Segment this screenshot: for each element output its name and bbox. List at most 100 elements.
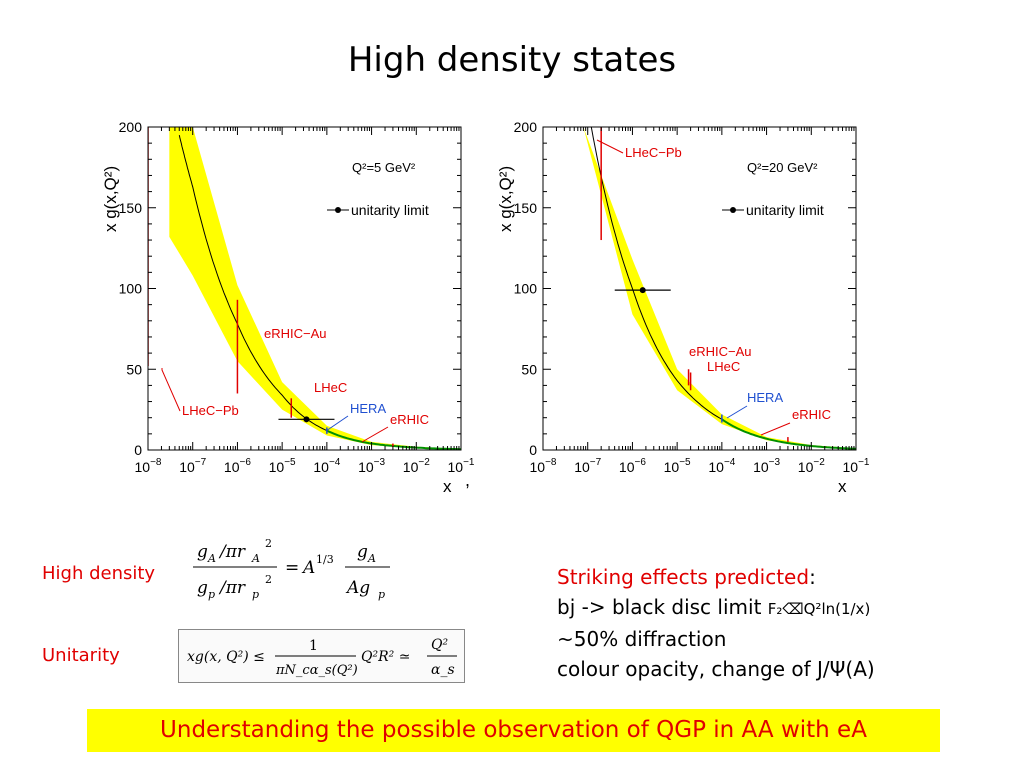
- prediction-line-3: colour opacity, change of J/Ψ(A): [557, 657, 875, 681]
- un-den2: α_s: [431, 662, 455, 678]
- predictions-heading-line: Striking effects predicted:: [557, 562, 875, 592]
- x-tick-label: 10−3: [358, 457, 385, 475]
- unitarity-label: Unitarity: [42, 645, 120, 666]
- y-tick-label: 50: [126, 361, 142, 377]
- prediction-line-2: ~50% diffraction: [557, 627, 727, 651]
- x-tick-label: 10−4: [313, 457, 340, 475]
- fa-piRp: /πr: [218, 578, 246, 598]
- y-tick-label: 0: [134, 442, 142, 458]
- x-tick-base: 10: [269, 459, 285, 475]
- experiment-label: eRHIC−Au: [689, 344, 752, 359]
- un-den: πN_cα_s(Q²): [275, 663, 358, 678]
- x-tick-exp: −2: [418, 457, 430, 468]
- un-mid: Q²R² ≃: [361, 649, 410, 665]
- x-tick-base: 10: [313, 459, 329, 475]
- experiment-label: LHeC−Pb: [182, 403, 239, 418]
- y-tick-label: 50: [521, 361, 537, 377]
- fa-piRp-sub: p: [252, 588, 259, 601]
- fa-sq2: 2: [265, 573, 272, 586]
- x-tick-exp: −8: [545, 457, 557, 468]
- x-tick-label: 10−1: [843, 457, 870, 475]
- x-tick-base: 10: [619, 459, 635, 475]
- experiment-label: HERA: [350, 401, 386, 416]
- x-tick-exp: −1: [858, 457, 870, 468]
- fa-gp-sub: p: [208, 588, 215, 601]
- x-tick-base: 10: [574, 459, 590, 475]
- legend-label: unitarity limit: [746, 202, 824, 218]
- q2-annotation: Q²=20 GeV²: [747, 160, 818, 175]
- y-tick-label: 200: [514, 119, 538, 135]
- y-tick-label: 100: [514, 281, 538, 297]
- q2-annotation: Q²=5 GeV²: [352, 160, 416, 175]
- stray-comma: ,: [465, 470, 471, 490]
- un-lhs: xg(x, Q²) ≤: [187, 649, 265, 665]
- x-tick-base: 10: [753, 459, 769, 475]
- x-tick-base: 10: [179, 459, 195, 475]
- y-tick-label: 200: [119, 119, 143, 135]
- experiment-label: LHeC−Pb: [625, 145, 682, 160]
- x-tick-exp: −3: [374, 457, 386, 468]
- fa-den2-sub: p: [378, 588, 385, 601]
- x-tick-label: 10−3: [753, 457, 780, 475]
- y-tick-label: 150: [514, 200, 538, 216]
- hera-range-curve: [721, 418, 856, 450]
- x-tick-base: 10: [530, 459, 546, 475]
- x-tick-label: 10−6: [224, 457, 251, 475]
- fa-A: A: [301, 558, 315, 578]
- x-tick-label: 10−5: [664, 457, 691, 475]
- unitarity-point: [303, 416, 310, 423]
- x-tick-label: 10−8: [135, 457, 162, 475]
- experiment-label: LHeC: [314, 380, 347, 395]
- fa-den2: Ag: [345, 578, 370, 598]
- x-tick-label: 10−1: [448, 457, 475, 475]
- x-tick-base: 10: [403, 459, 419, 475]
- unitarity-formula-box: xg(x, Q²) ≤ 1 πN_cα_s(Q²) Q²R² ≃ Q² α_s: [178, 629, 465, 683]
- experiment-label: LHeC: [707, 359, 740, 374]
- experiment-leader: [760, 422, 791, 436]
- y-axis-label: x g(x,Q²): [496, 166, 515, 232]
- x-tick-label: 10−5: [269, 457, 296, 475]
- experiment-label: eRHIC: [390, 412, 429, 427]
- x-tick-exp: −5: [679, 457, 691, 468]
- x-tick-label: 10−6: [619, 457, 646, 475]
- x-tick-exp: −8: [150, 457, 162, 468]
- x-tick-exp: −2: [813, 457, 825, 468]
- legend-marker: [730, 207, 736, 213]
- x-tick-base: 10: [135, 459, 151, 475]
- fa-exp: 1/3: [316, 553, 334, 566]
- legend-label: unitarity limit: [351, 202, 429, 218]
- high-density-label: High density: [42, 563, 156, 584]
- x-tick-base: 10: [224, 459, 240, 475]
- unitarity-point: [639, 287, 646, 294]
- y-axis-label: x g(x,Q²): [101, 166, 120, 232]
- x-tick-exp: −6: [240, 457, 252, 468]
- experiment-leader: [726, 405, 748, 419]
- prediction-line-1-formula: F₂⌫Q²ln(1/x): [767, 600, 871, 618]
- x-tick-label: 10−7: [179, 457, 206, 475]
- x-tick-label: 10−8: [530, 457, 557, 475]
- experiment-label: eRHIC−Au: [264, 326, 327, 341]
- experiment-leader: [596, 139, 624, 154]
- x-tick-label: 10−2: [403, 457, 430, 475]
- experiment-leader: [161, 368, 181, 412]
- fa-gp: g: [197, 578, 208, 598]
- fa-gA: g: [197, 542, 208, 562]
- fa-sq1: 2: [265, 537, 272, 550]
- fa-gA-sub: A: [207, 552, 216, 565]
- uncertainty-band: [583, 127, 856, 450]
- prediction-line-1: bj -> black disc limit F₂⌫Q²ln(1/x): [557, 592, 875, 624]
- x-axis-label: x: [838, 477, 847, 496]
- experiment-leader: [325, 415, 349, 432]
- experiment-leader: [361, 426, 389, 443]
- x-tick-base: 10: [664, 459, 680, 475]
- un-num: 1: [309, 638, 318, 654]
- prediction-line-1-text: bj -> black disc limit: [557, 595, 762, 619]
- conclusion-banner: Understanding the possible observation o…: [87, 709, 940, 752]
- x-tick-exp: −4: [724, 457, 736, 468]
- x-tick-exp: −3: [769, 457, 781, 468]
- legend-marker: [335, 207, 341, 213]
- experiment-label: eRHIC: [792, 407, 831, 422]
- un-num2: Q²: [431, 637, 448, 653]
- x-tick-exp: −7: [590, 457, 602, 468]
